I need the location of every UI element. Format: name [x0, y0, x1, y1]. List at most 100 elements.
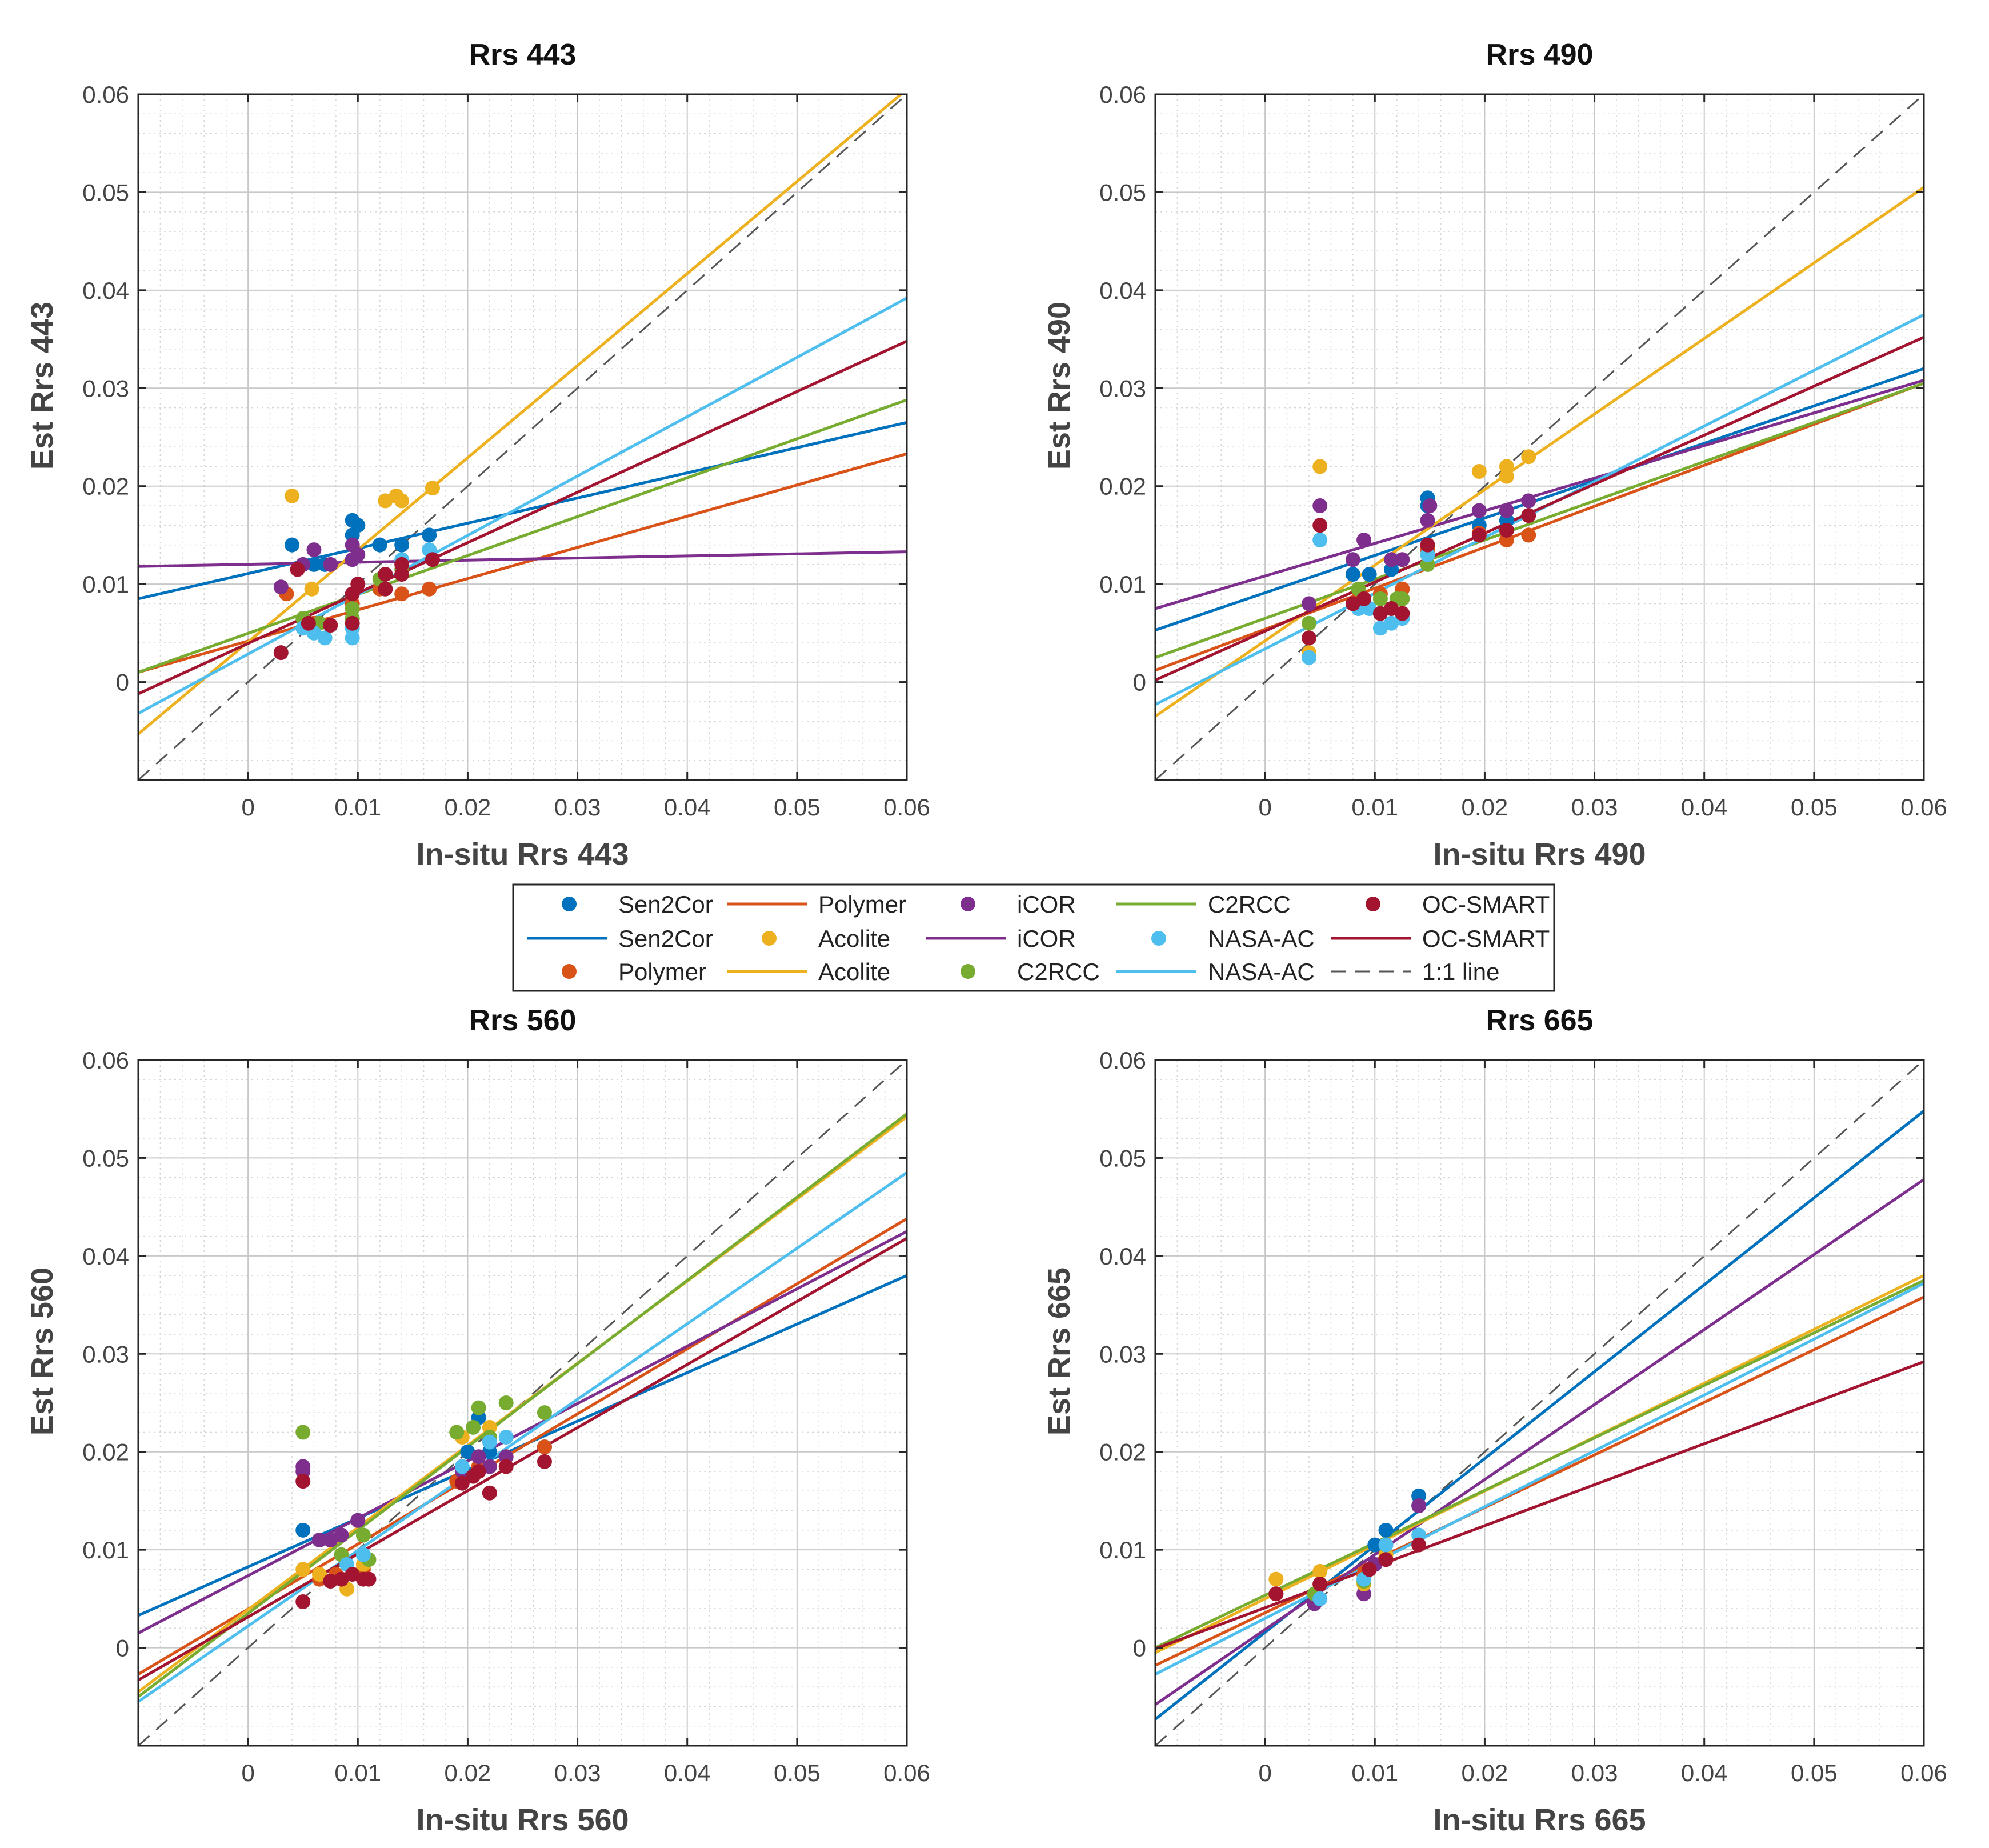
fit-line-nasa-ac	[138, 297, 907, 715]
data-point-c2rcc	[295, 1425, 311, 1440]
data-point-icor	[334, 1527, 349, 1543]
x-tick-label: 0.04	[1681, 794, 1728, 821]
fit-line-nasa-ac	[1155, 1282, 1924, 1676]
fit-line-c2rcc	[138, 1113, 907, 1698]
y-tick-label: 0.06	[1099, 1047, 1146, 1074]
y-tick-label: 0	[1133, 669, 1146, 696]
data-point-sen2cor	[1367, 1537, 1383, 1553]
data-point-icor	[1395, 552, 1410, 567]
x-tick-label: 0.03	[554, 1759, 601, 1786]
x-axis-label: In-situ Rrs 665	[1433, 1803, 1646, 1837]
data-point-c2rcc	[471, 1400, 486, 1415]
data-point-nasa-ac	[1378, 1537, 1394, 1553]
data-point-icor	[1521, 493, 1536, 509]
data-point-acolite	[425, 481, 440, 496]
data-point-sen2cor	[285, 537, 299, 553]
data-point-acolite	[285, 488, 299, 503]
data-point-oc-smart	[1378, 1552, 1394, 1567]
legend-marker-oc-smart	[1366, 897, 1380, 911]
data-point-oc-smart	[273, 645, 289, 661]
x-tick-label: 0.03	[1571, 794, 1618, 821]
legend-item-oc-smart-line: OC-SMART	[1331, 925, 1550, 952]
legend-item-nasa-ac-marker: NASA-AC	[1151, 925, 1315, 952]
x-tick-label: 0.06	[1900, 794, 1947, 821]
y-tick-label: 0.02	[1099, 473, 1146, 500]
one-to-one-line	[138, 94, 907, 780]
data-point-icor	[1499, 503, 1514, 518]
y-tick-label: 0.01	[1099, 571, 1146, 598]
x-tick-label: 0.02	[1462, 794, 1508, 821]
data-point-oc-smart	[361, 1571, 377, 1587]
x-tick-label: 0.02	[445, 1759, 491, 1786]
legend-label: NASA-AC	[1208, 958, 1315, 985]
data-point-polymer	[1521, 527, 1536, 543]
data-point-acolite	[1312, 1563, 1328, 1579]
y-tick-label: 0.06	[82, 81, 129, 108]
data-point-oc-smart	[454, 1475, 470, 1491]
series-oc-smart	[273, 552, 440, 661]
data-point-oc-smart	[471, 1464, 486, 1479]
fit-line-oc-smart	[1155, 335, 1924, 682]
fit-line-icor	[1155, 379, 1924, 610]
fit-line-icor	[138, 1230, 907, 1635]
series-c2rcc	[295, 1395, 552, 1567]
series-oc-smart	[295, 1454, 552, 1609]
y-tick-label: 0.04	[82, 277, 129, 304]
fit-line-c2rcc	[138, 398, 907, 674]
data-point-oc-smart	[537, 1454, 552, 1469]
legend-label: Acolite	[818, 958, 890, 985]
y-tick-label: 0.05	[1099, 179, 1146, 206]
legend-marker-c2rcc	[961, 964, 975, 979]
x-tick-label: 0	[241, 1759, 254, 1786]
y-tick-label: 0.01	[82, 571, 129, 598]
data-point-nasa-ac	[454, 1459, 470, 1474]
data-point-nasa-ac	[317, 630, 333, 646]
data-point-icor	[273, 579, 289, 595]
x-tick-label: 0.03	[1571, 1759, 1618, 1786]
data-point-oc-smart	[323, 618, 338, 633]
legend-label: Acolite	[818, 925, 890, 952]
data-point-oc-smart	[498, 1459, 514, 1474]
data-point-oc-smart	[1499, 522, 1514, 538]
legend-item-1-1-line-dashed: 1:1 line	[1331, 958, 1499, 985]
series-icor	[273, 537, 366, 595]
data-point-icor	[1411, 1498, 1427, 1513]
legend-label: NASA-AC	[1208, 925, 1315, 952]
data-point-nasa-ac	[355, 1547, 371, 1562]
data-point-c2rcc	[466, 1419, 481, 1435]
legend-item-sen2cor-line: Sen2Cor	[527, 925, 713, 952]
y-tick-label: 0.05	[82, 179, 129, 206]
data-point-icor	[350, 1513, 366, 1528]
y-tick-label: 0.06	[82, 1047, 129, 1074]
data-point-icor	[312, 1533, 327, 1547]
data-point-icor	[471, 1449, 486, 1465]
x-tick-label: 0.06	[883, 1759, 930, 1786]
data-point-icor	[306, 542, 322, 558]
chart-title: Rrs 443	[469, 38, 577, 71]
legend-label: Polymer	[818, 891, 906, 918]
data-point-c2rcc	[1372, 591, 1388, 606]
legend-label: OC-SMART	[1422, 891, 1550, 918]
fit-line-c2rcc	[1155, 382, 1924, 659]
series-oc-smart	[1302, 508, 1536, 646]
y-tick-label: 0.04	[1099, 277, 1146, 304]
data-point-c2rcc	[537, 1405, 552, 1421]
x-tick-label: 0.04	[664, 794, 711, 821]
axes-box	[1154, 1059, 1925, 1747]
data-point-acolite	[1471, 464, 1487, 479]
data-point-acolite	[1312, 459, 1328, 474]
data-point-sen2cor	[372, 537, 387, 553]
series-acolite	[285, 481, 440, 597]
data-point-c2rcc	[1302, 615, 1316, 631]
x-tick-label: 0.01	[334, 1759, 381, 1786]
data-point-nasa-ac	[1312, 533, 1328, 547]
x-tick-label: 0.01	[1351, 794, 1398, 821]
data-point-acolite	[1521, 449, 1536, 465]
data-point-oc-smart	[350, 577, 366, 592]
y-tick-label: 0.03	[82, 375, 129, 402]
data-point-oc-smart	[345, 615, 360, 631]
axes-box	[137, 1059, 908, 1747]
x-axis-label: In-situ Rrs 443	[416, 837, 629, 871]
legend-marker-acolite	[762, 931, 777, 946]
